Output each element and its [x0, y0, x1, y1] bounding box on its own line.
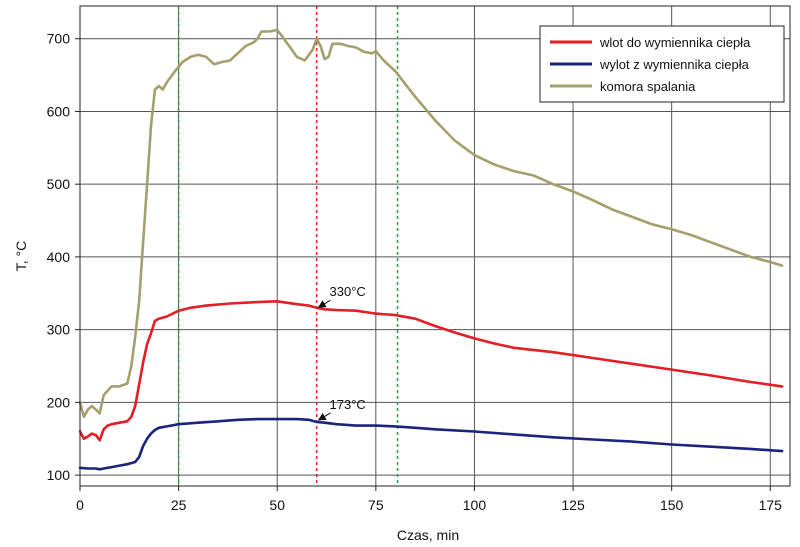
x-axis-title: Czas, min: [397, 527, 459, 543]
y-axis-title: T, °C: [13, 241, 29, 272]
x-tick-label: 75: [368, 497, 384, 513]
series-line-0: [78, 299, 784, 442]
annotation-label: 330°C: [330, 284, 366, 299]
legend: wlot do wymiennika ciepła wylot z wymienn…: [539, 25, 785, 103]
x-tick-label: 25: [171, 497, 187, 513]
x-tick-label: 50: [269, 497, 285, 513]
y-tick-label: 600: [47, 103, 71, 119]
y-tick-label: 300: [47, 322, 71, 338]
x-tick-label: 150: [660, 497, 684, 513]
series-lines: [78, 28, 784, 471]
annotations: 330°C 173°C: [317, 284, 366, 421]
axis-ticks: 0 25 50 75 100 125 150 175 100 200 300 400 500 600 700: [47, 31, 783, 513]
plot-frame: [79, 5, 791, 487]
series-line-2: [78, 28, 784, 419]
x-tick-label: 125: [561, 497, 585, 513]
x-tick-label: 0: [76, 497, 84, 513]
grid: [80, 6, 790, 486]
annotation-arrow: [317, 412, 331, 421]
y-tick-label: 200: [47, 394, 71, 410]
reference-lines: [177, 6, 399, 486]
x-tick-label: 100: [463, 497, 487, 513]
y-tick-label: 500: [47, 176, 71, 192]
legend-label: wlot do wymiennika ciepła: [599, 35, 751, 50]
annotation-arrow: [317, 299, 331, 308]
y-tick-label: 400: [47, 249, 71, 265]
series-line-1: [78, 417, 784, 471]
annotation-label: 173°C: [330, 397, 366, 412]
x-tick-label: 175: [759, 497, 783, 513]
y-tick-label: 700: [47, 31, 71, 47]
y-tick-label: 100: [47, 467, 71, 483]
legend-label: komora spalania: [600, 79, 696, 94]
legend-label: wylot z wymiennika ciepła: [599, 57, 750, 72]
